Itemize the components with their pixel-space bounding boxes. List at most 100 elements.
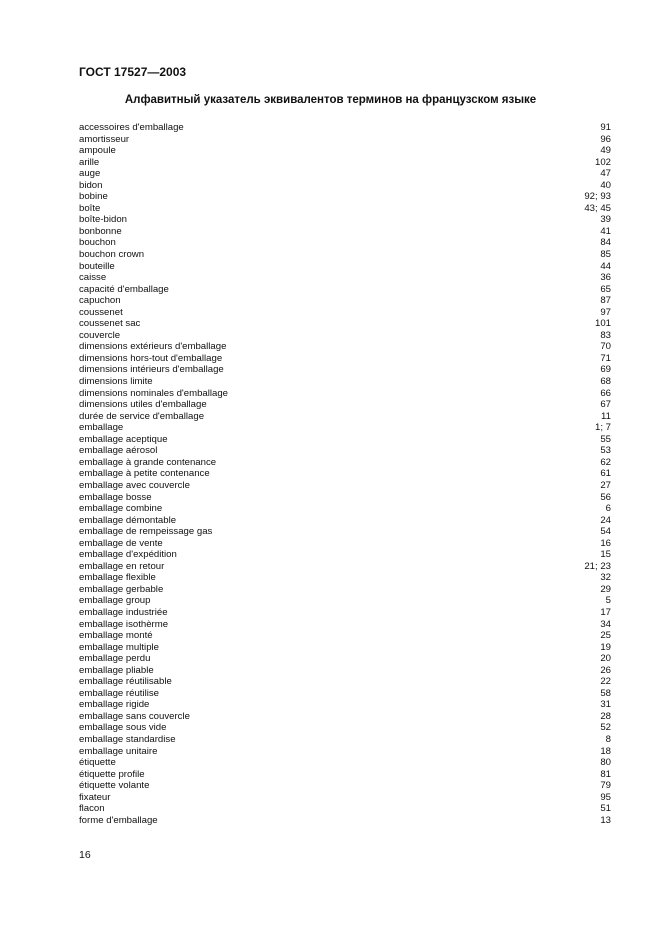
entry-reference: 68: [600, 376, 611, 388]
entry-term: emballage réutilise: [79, 687, 159, 699]
entry-reference: 85: [600, 249, 611, 261]
index-entry: dimensions extérieurs d'emballage 70: [79, 341, 611, 353]
entry-reference: 22: [600, 676, 611, 688]
entry-term: caisse: [79, 272, 107, 284]
index-entry: forme d'emballage 13: [79, 815, 611, 827]
index-entry: emballage aceptique 55: [79, 434, 611, 446]
entry-reference: 27: [600, 479, 611, 491]
index-entry: boîte-bidon 39: [79, 214, 611, 226]
entry-reference: 40: [600, 179, 611, 191]
entry-term: emballage rigide: [79, 699, 150, 711]
index-entry: emballage bosse 56: [79, 492, 611, 504]
index-entry: emballage démontable 24: [79, 515, 611, 527]
entry-reference: 49: [600, 145, 611, 157]
entry-term: emballage monté: [79, 630, 153, 642]
entry-term: emballage sous vide: [79, 722, 167, 734]
index-entry: emballage 1; 7: [79, 422, 611, 434]
entry-reference: 29: [600, 583, 611, 595]
index-entry: emballage à grande contenance 62: [79, 457, 611, 469]
entry-reference: 54: [600, 526, 611, 538]
index-entry: caisse 36: [79, 272, 611, 284]
index-entry: étiquette 80: [79, 757, 611, 769]
index-entry: accessoires d'emballage 91: [79, 122, 611, 134]
entry-reference: 87: [600, 295, 611, 307]
entry-term: boîte-bidon: [79, 214, 128, 226]
page-number: 16: [79, 849, 91, 861]
entry-term: coussenet sac: [79, 318, 141, 330]
index-entry: bonbonne 41: [79, 226, 611, 238]
entry-term: dimensions limite: [79, 376, 153, 388]
index-entry: emballage perdu 20: [79, 653, 611, 665]
entry-term: étiquette profile: [79, 768, 145, 780]
entry-reference: 16: [600, 537, 611, 549]
entry-term: fixateur: [79, 791, 111, 803]
index-entry: dimensions hors-tout d'emballage 71: [79, 353, 611, 365]
entry-reference: 24: [600, 514, 611, 526]
entry-term: bidon: [79, 179, 103, 191]
index-entry: emballage sans couvercle 28: [79, 711, 611, 723]
entry-reference: 55: [600, 433, 611, 445]
entry-reference: 5: [605, 595, 611, 607]
entry-term: bouteille: [79, 260, 115, 272]
entry-reference: 21; 23: [584, 560, 611, 572]
index-entry: emballage industriée 17: [79, 607, 611, 619]
index-entry: boîte 43; 45: [79, 203, 611, 215]
entry-reference: 80: [600, 757, 611, 769]
entry-reference: 8: [605, 733, 611, 745]
entry-reference: 1; 7: [594, 422, 611, 434]
entry-term: capuchon: [79, 295, 121, 307]
entry-term: emballage gerbable: [79, 583, 164, 595]
entry-term: boîte: [79, 202, 101, 214]
index-entry: emballage à petite contenance 61: [79, 468, 611, 480]
index-entry: bouchon crown 85: [79, 249, 611, 261]
entry-term: emballage réutilisable: [79, 676, 172, 688]
entry-term: emballage industriée: [79, 606, 168, 618]
entry-term: emballage bosse: [79, 491, 152, 503]
entry-term: bouchon crown: [79, 249, 145, 261]
entry-reference: 13: [600, 814, 611, 826]
index-entry: dimensions nominales d'emballage 66: [79, 388, 611, 400]
entry-term: couvercle: [79, 329, 121, 341]
entry-term: dimensions hors-tout d'emballage: [79, 352, 223, 364]
entry-term: emballage démontable: [79, 514, 177, 526]
entry-term: ampoule: [79, 145, 116, 157]
entry-reference: 69: [600, 364, 611, 376]
index-entry: emballage aérosol 53: [79, 445, 611, 457]
entry-reference: 79: [600, 780, 611, 792]
entry-term: emballage aceptique: [79, 433, 168, 445]
entry-reference: 91: [600, 122, 611, 133]
entry-reference: 20: [600, 653, 611, 665]
index-entry: emballage en retour 21; 23: [79, 561, 611, 573]
index-entry: ampoule 49: [79, 145, 611, 157]
entry-reference: 67: [600, 399, 611, 411]
index-entry: capacité d'emballage 65: [79, 284, 611, 296]
entry-reference: 15: [600, 549, 611, 561]
document-header: ГОСТ 17527—2003: [79, 65, 187, 79]
entry-term: dimensions intérieurs d'emballage: [79, 364, 224, 376]
index-entry: dimensions utiles d'emballage 67: [79, 399, 611, 411]
section-title: Алфавитный указатель эквивалентов термин…: [124, 94, 537, 106]
entry-reference: 83: [600, 329, 611, 341]
entry-reference: 44: [600, 260, 611, 272]
entry-reference: 39: [600, 214, 611, 226]
entry-term: emballage de rempeissage gas: [79, 526, 213, 538]
entry-term: emballage combine: [79, 503, 163, 515]
entry-reference: 92; 93: [584, 191, 611, 203]
index-entry: durée de service d'emballage 11: [79, 411, 611, 423]
index-entry: emballage isothèrme 34: [79, 619, 611, 631]
index-entry: emballage rigide 31: [79, 699, 611, 711]
entry-reference: 56: [600, 491, 611, 503]
entry-term: emballage unitaire: [79, 745, 158, 757]
index-entry: emballage unitaire 18: [79, 746, 611, 758]
entry-term: emballage multiple: [79, 641, 159, 653]
index-entry: bidon 40: [79, 180, 611, 192]
entry-term: capacité d'emballage: [79, 283, 169, 295]
entry-reference: 26: [600, 664, 611, 676]
entry-term: auge: [79, 168, 101, 180]
index-entry: fixateur 95: [79, 792, 611, 804]
entry-term: flacon: [79, 803, 105, 815]
entry-reference: 101: [594, 318, 611, 330]
entry-reference: 28: [600, 710, 611, 722]
entry-reference: 31: [600, 699, 611, 711]
entry-term: emballage perdu: [79, 653, 151, 665]
